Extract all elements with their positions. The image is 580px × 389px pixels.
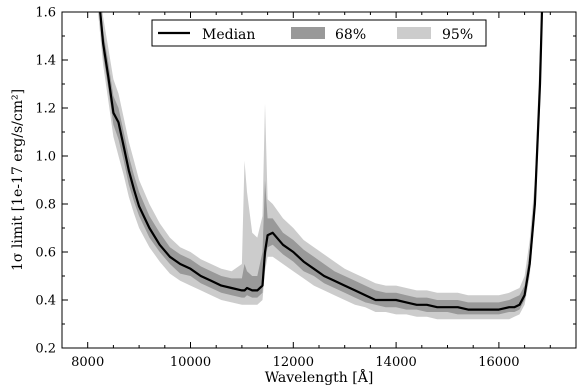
legend-swatch-95 — [397, 27, 431, 39]
y-tick-label: 0.2 — [35, 342, 56, 357]
legend-label-95: 95% — [442, 27, 473, 43]
x-tick-label: 8000 — [71, 355, 104, 370]
legend-label-median: Median — [202, 27, 255, 43]
y-tick-label: 1.4 — [35, 54, 56, 69]
y-tick-label: 0.4 — [35, 294, 56, 309]
y-tick-label: 1.2 — [35, 102, 56, 117]
x-tick-label: 10000 — [170, 355, 211, 370]
y-tick-label: 0.8 — [35, 198, 56, 213]
lines-layer — [99, 12, 544, 311]
x-tick-label: 12000 — [273, 355, 314, 370]
y-tick-label: 0.6 — [35, 246, 56, 261]
y-axis-label: 1σ limit [1e-17 erg/s/cm²] — [10, 89, 26, 271]
bands-layer — [98, 12, 543, 320]
median-line — [99, 12, 544, 311]
legend-label-68: 68% — [335, 27, 366, 43]
band95-band — [98, 12, 543, 320]
x-tick-label: 14000 — [375, 355, 416, 370]
x-axis-label: Wavelength [Å] — [265, 368, 374, 385]
x-tick-label: 16000 — [478, 355, 519, 370]
legend-swatch-68 — [291, 27, 325, 39]
legend: Median 68% 95% — [151, 19, 487, 47]
axes-layer: 8000 10000 12000 14000 16000 0.2 0.4 0.6 0.8 1.0 1… — [35, 6, 577, 370]
y-tick-label: 1.0 — [35, 150, 56, 165]
y-tick-label: 1.6 — [35, 6, 56, 21]
